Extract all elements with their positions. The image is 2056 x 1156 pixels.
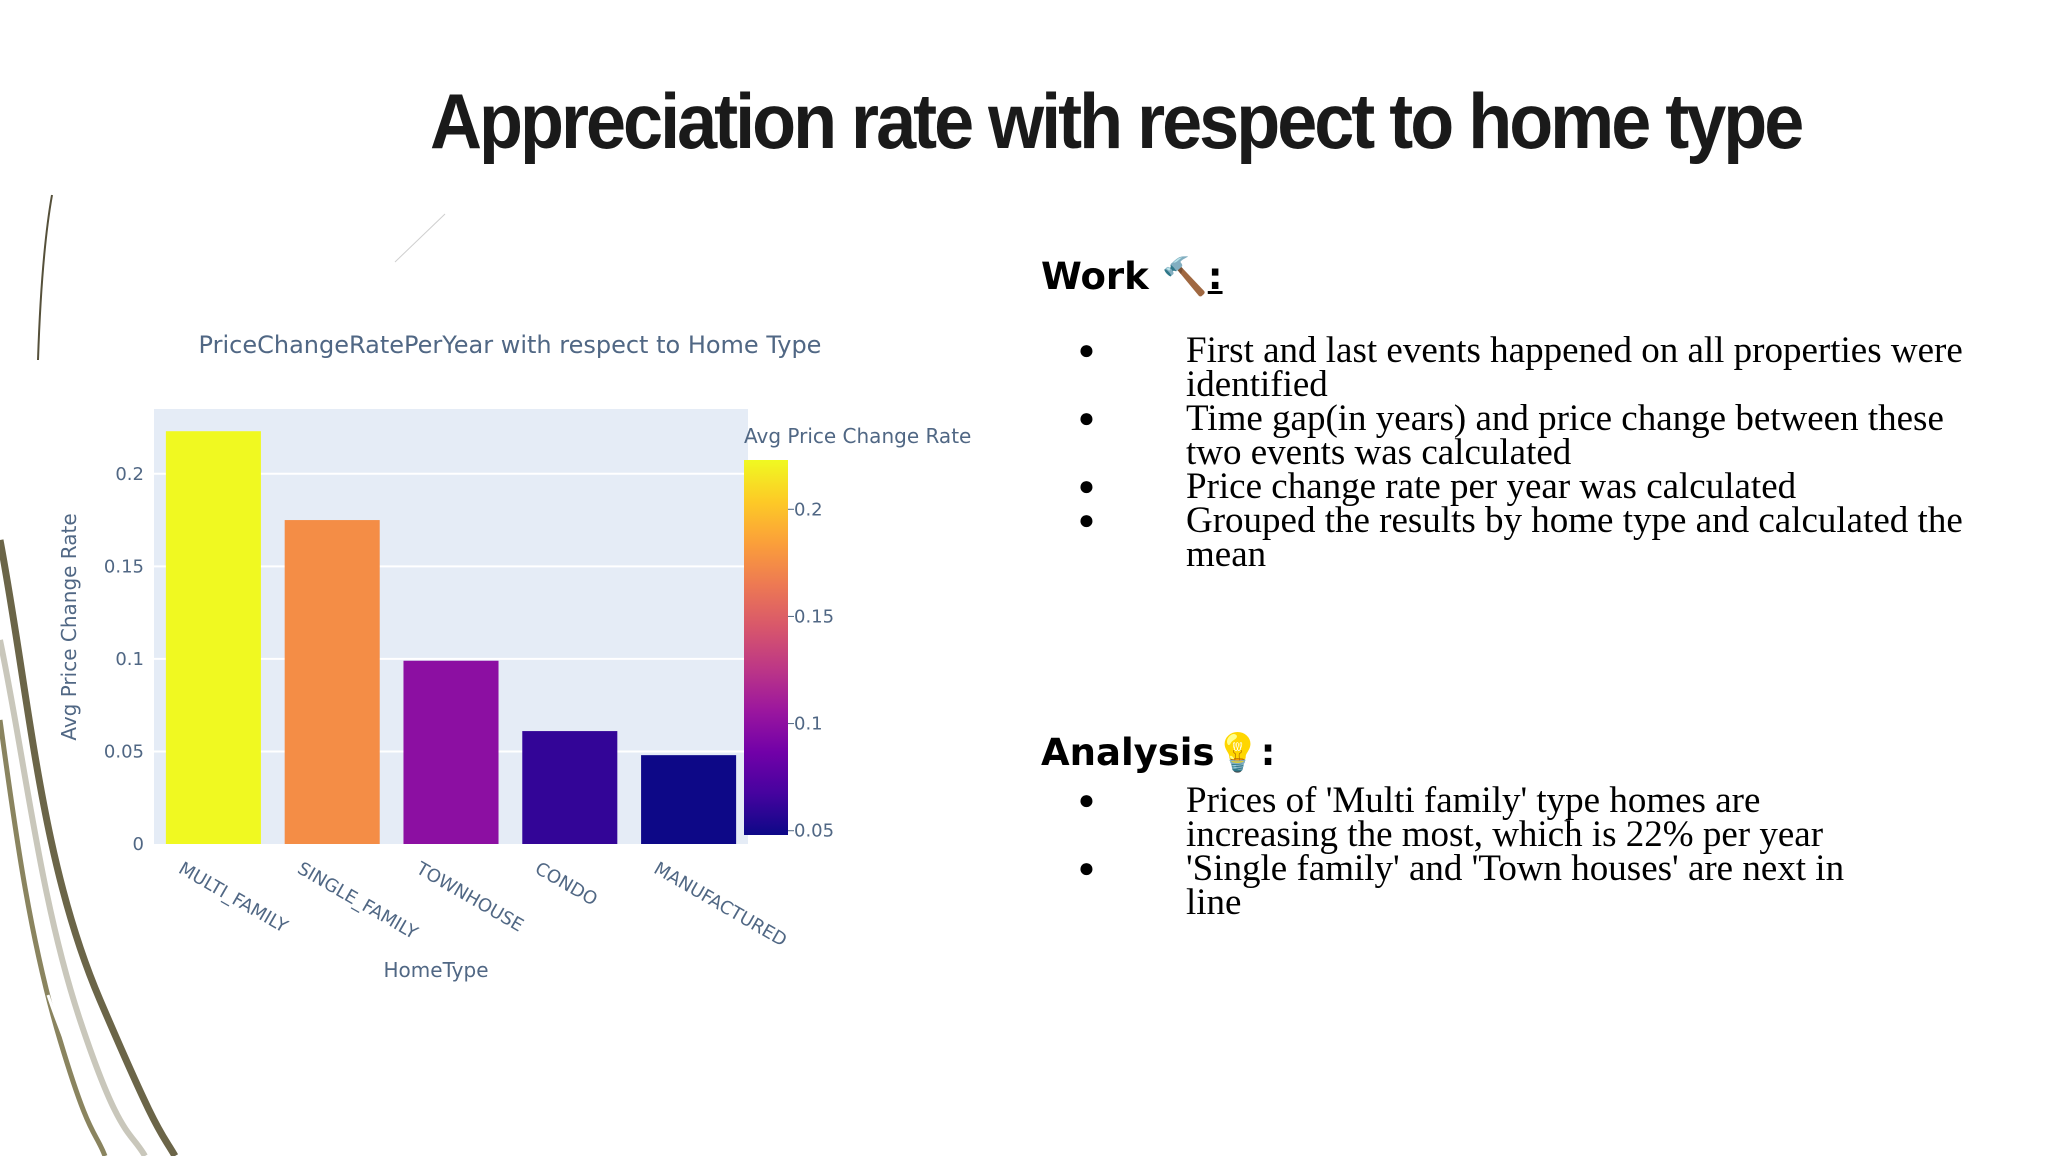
- list-item: ● Price change rate per year was calculat…: [1078, 466, 1797, 507]
- y-tick-label: 0.15: [104, 556, 144, 577]
- chart-title: PriceChangeRatePerYear with respect to H…: [199, 331, 822, 359]
- colorbar-tick-label: 0.2: [794, 499, 823, 520]
- list-item: ● 'Single family' and 'Town houses' are n…: [1078, 848, 1845, 923]
- y-tick-labels: 0 0.05 0.1 0.15 0.2: [104, 464, 144, 855]
- analysis-bullet-list: ● Prices of 'Multi family' type homes are…: [1078, 780, 1858, 923]
- list-item: ● First and last events happened on all p…: [1078, 330, 1963, 405]
- bar-manufactured: [641, 755, 737, 844]
- colorbar-tick-label: 0.1: [794, 714, 823, 735]
- bars: [165, 431, 737, 844]
- y-tick-label: 0: [133, 834, 144, 855]
- work-heading-label: Work: [1041, 255, 1149, 298]
- bar-condo: [522, 731, 618, 844]
- colorbar: [744, 460, 788, 835]
- y-tick-label: 0.2: [115, 464, 144, 485]
- y-tick-label: 0.05: [104, 741, 144, 762]
- x-axis-label: HomeType: [384, 958, 489, 982]
- y-axis-label: Avg Price Change Rate: [57, 513, 81, 740]
- colorbar-tick-label: 0.05: [794, 821, 834, 842]
- work-bullet-list: ● First and last events happened on all p…: [1078, 330, 1978, 575]
- bar-chart: PriceChangeRatePerYear with respect to H…: [57, 331, 971, 982]
- colorbar-tick-labels: 0.05 0.1 0.15 0.2: [788, 499, 834, 842]
- analysis-heading-colon: :: [1260, 731, 1276, 774]
- x-tick-label: TOWNHOUSE: [412, 858, 527, 937]
- list-item: ● Prices of 'Multi family' type homes are…: [1078, 780, 1824, 855]
- list-item: ● Grouped the results by home type and ca…: [1078, 500, 1963, 575]
- work-heading-colon: :: [1207, 255, 1223, 298]
- bar-single-family: [284, 520, 380, 844]
- slide-title: Appreciation rate with respect to home t…: [430, 79, 1804, 166]
- hammer-icon: 🔨: [1161, 255, 1208, 298]
- work-heading: Work 🔨:: [1041, 255, 1223, 299]
- x-tick-label: SINGLE_FAMILY: [294, 858, 422, 944]
- lightbulb-icon: 💡: [1214, 731, 1261, 774]
- x-tick-label: MULTI_FAMILY: [175, 858, 292, 938]
- x-tick-label: CONDO: [531, 858, 601, 910]
- x-tick-label: MANUFACTURED: [650, 858, 790, 951]
- bar-multi-family: [165, 431, 261, 844]
- analysis-heading-label: Analysis: [1041, 731, 1215, 774]
- bar-townhouse: [403, 660, 499, 844]
- analysis-heading: Analysis💡:: [1041, 731, 1275, 775]
- y-tick-label: 0.1: [115, 649, 144, 670]
- colorbar-tick-label: 0.15: [794, 606, 834, 627]
- colorbar-title: Avg Price Change Rate: [744, 424, 971, 448]
- list-item: ● Time gap(in years) and price change bet…: [1078, 398, 1944, 473]
